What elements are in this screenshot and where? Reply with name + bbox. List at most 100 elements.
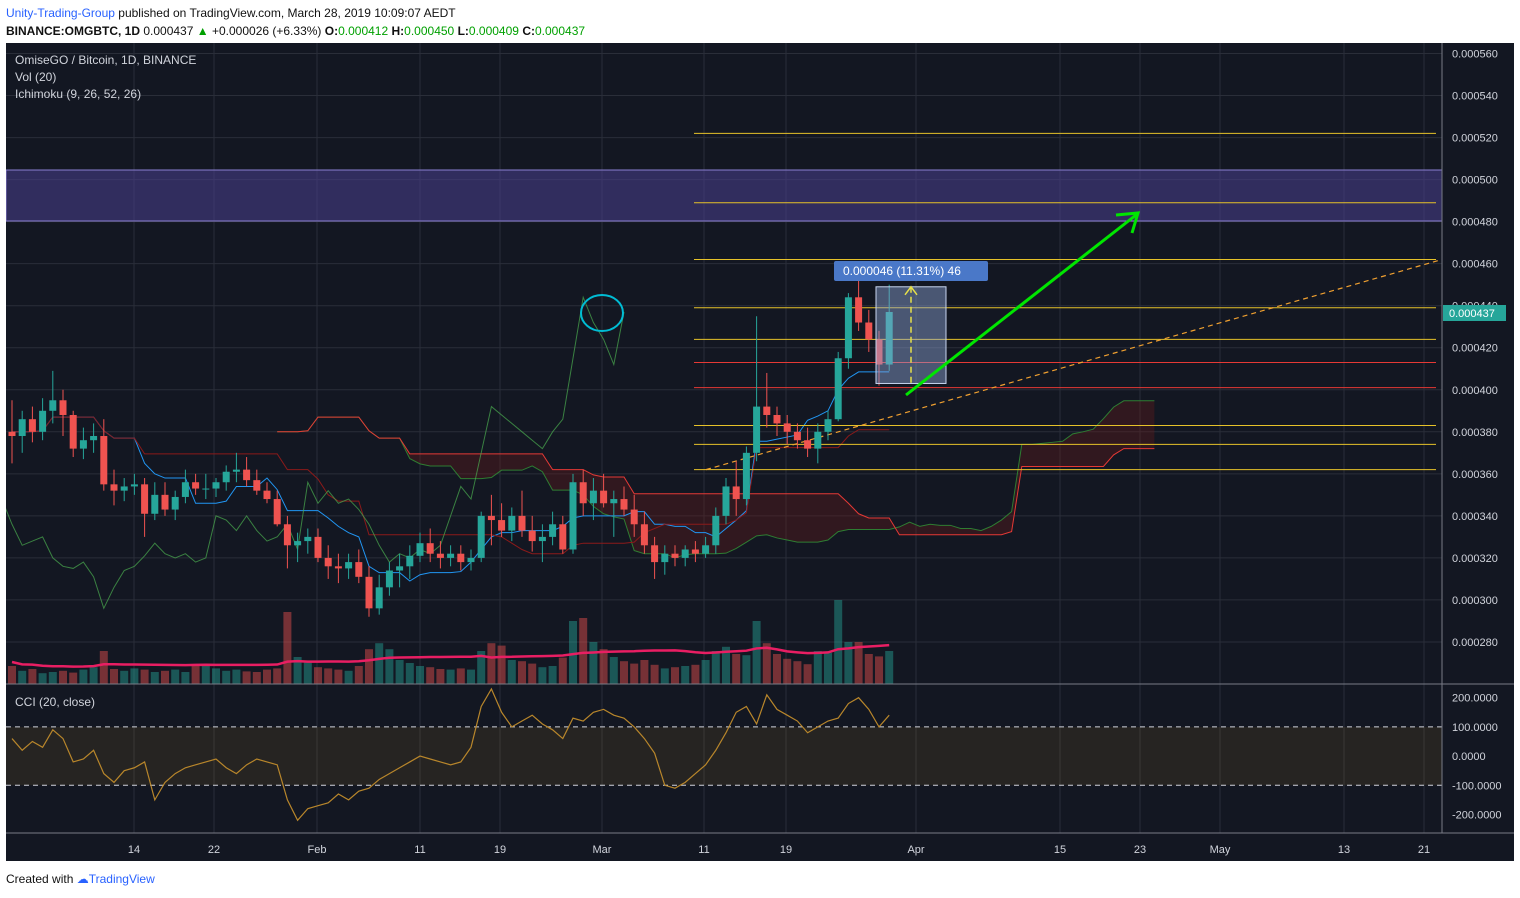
cci-tick-label: 100.0000 xyxy=(1452,722,1498,734)
x-tick-label: 13 xyxy=(1338,844,1350,856)
volume-bar xyxy=(59,670,67,684)
candle-body xyxy=(885,312,893,365)
volume-bar xyxy=(711,651,720,684)
candle-body xyxy=(528,530,536,542)
volume-bar xyxy=(99,651,108,684)
volume-bar xyxy=(538,667,547,684)
volume-bar xyxy=(354,666,363,684)
volume-ma-line xyxy=(11,643,890,668)
volume-bar xyxy=(875,656,883,684)
candle-body xyxy=(304,536,312,542)
volume-bar xyxy=(222,670,231,684)
volume-bar xyxy=(89,667,98,684)
volume-bar xyxy=(171,669,180,684)
candle-body xyxy=(844,297,852,359)
legend-ichimoku: Ichimoku (9, 26, 52, 26) xyxy=(15,87,141,101)
candle-body xyxy=(416,543,424,556)
candle-body xyxy=(365,576,373,609)
volume-bar xyxy=(334,669,343,684)
candle-body xyxy=(355,562,363,577)
candle-body xyxy=(712,515,720,546)
volume-bar xyxy=(161,670,169,684)
y-tick-label: 0.000400 xyxy=(1452,385,1498,397)
candle-body xyxy=(59,400,67,415)
candle-body xyxy=(742,452,750,500)
symbol-label: BINANCE:OMGBTC, 1D xyxy=(6,24,140,38)
y-tick-label: 0.000320 xyxy=(1452,553,1498,565)
candle-body xyxy=(49,400,57,411)
volume-bar xyxy=(518,661,526,684)
candle-body xyxy=(549,524,557,537)
volume-bar xyxy=(813,651,822,684)
open-label: O: xyxy=(324,24,339,38)
candle-body xyxy=(375,587,383,609)
tradingview-logo-icon: ☁ xyxy=(76,872,89,886)
candle-body xyxy=(498,520,506,531)
price-chart[interactable]: 0.000560 0.000540 0.000520 0.000500 0.000480… xyxy=(6,43,1514,861)
volume-bar xyxy=(140,669,149,684)
chikou-line xyxy=(6,295,625,610)
candle-body xyxy=(222,471,230,483)
candle-body xyxy=(39,410,47,432)
low-value: 0.000409 xyxy=(468,24,519,38)
volume-bar xyxy=(477,651,486,684)
ichimoku-lines xyxy=(6,295,890,610)
x-tick-label: May xyxy=(1210,844,1231,856)
volume-bar xyxy=(548,666,557,684)
author-link[interactable]: Unity-Trading-Group xyxy=(6,6,115,20)
candle-body xyxy=(589,490,597,504)
cci-pane xyxy=(6,687,1442,822)
axes: 0.000560 0.000540 0.000520 0.000500 0.000480… xyxy=(6,43,1514,856)
y-tick-label: 0.000480 xyxy=(1452,217,1498,229)
volume-bar xyxy=(497,645,506,684)
kijun-line xyxy=(12,416,890,555)
fib-levels xyxy=(694,132,1443,471)
volume-bar xyxy=(191,664,200,684)
volume-bar xyxy=(344,670,353,684)
y-tick-label: 0.000300 xyxy=(1452,595,1498,607)
tradingview-link[interactable]: TradingView xyxy=(88,872,155,886)
last-price-tag: 0.000437 xyxy=(1443,305,1506,321)
trend-line xyxy=(705,258,1443,471)
candle-body xyxy=(640,524,648,546)
volume-bar xyxy=(620,661,628,684)
created-with: Created with xyxy=(6,872,74,886)
volume-bar xyxy=(416,666,424,684)
volume-bar xyxy=(395,660,404,684)
x-tick-label: 14 xyxy=(128,844,140,856)
candle-body xyxy=(232,469,240,472)
drawings xyxy=(580,211,1141,397)
cci-tick-label: 200.0000 xyxy=(1452,693,1498,705)
volume-bar xyxy=(640,660,649,684)
volume-bar xyxy=(79,669,88,684)
candle-body xyxy=(579,482,587,504)
volume-bar xyxy=(854,642,863,684)
candle-body xyxy=(192,482,200,489)
candle-body xyxy=(651,545,659,563)
volume-bar xyxy=(824,652,832,684)
volume-bar xyxy=(569,621,577,684)
legend-volume: Vol (20) xyxy=(15,70,56,84)
volume-bar xyxy=(793,661,802,684)
y-tick-label: 0.000420 xyxy=(1452,343,1498,355)
published-text: published on TradingView.com, March 28, … xyxy=(118,6,456,20)
volume-bar xyxy=(150,672,159,684)
volume-bar xyxy=(38,673,47,684)
volume-bar xyxy=(783,658,792,684)
volume-bar xyxy=(456,668,465,684)
candle-body xyxy=(202,488,210,490)
x-tick-label: Mar xyxy=(593,844,612,856)
last-price: 0.000437 xyxy=(143,24,194,38)
volume-bar xyxy=(212,668,220,684)
volume-bar xyxy=(181,672,190,684)
volume-bar xyxy=(864,654,873,684)
candle-body xyxy=(457,553,465,563)
volume-bar xyxy=(232,669,241,684)
resistance-zone xyxy=(6,169,1443,222)
candle-body xyxy=(600,490,608,504)
volume-bar xyxy=(722,646,730,684)
y-tick-label: 0.000560 xyxy=(1452,49,1498,61)
volume-bar xyxy=(314,667,322,684)
x-tick-label: 21 xyxy=(1418,844,1430,856)
candle-body xyxy=(487,515,495,521)
